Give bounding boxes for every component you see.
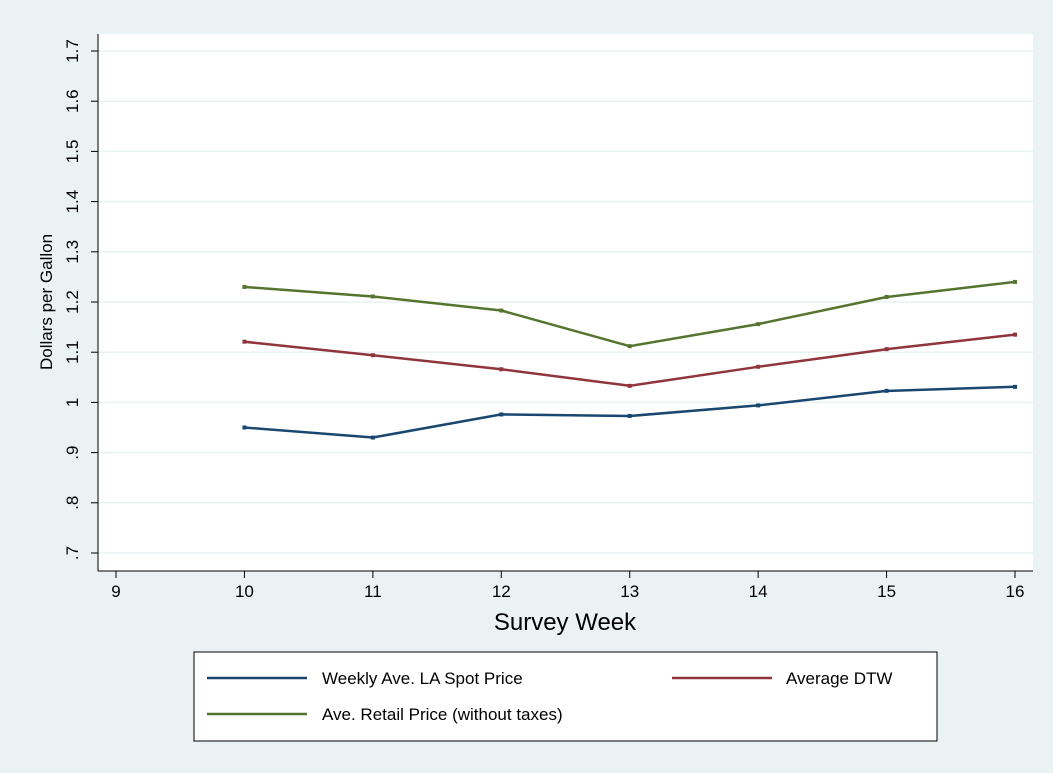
x-tick-label-7: 16 [1006, 582, 1025, 601]
axes: .7 .8 .9 1 1.1 1.2 1.3 1.4 1.5 1.6 1.7 9 10 11 12 13 14 1… [63, 34, 1033, 601]
data-point-1-1 [370, 353, 375, 358]
data-point-0-3 [627, 413, 632, 418]
x-tick-label-2: 11 [364, 582, 382, 601]
y-tick-label-5: 1.2 [63, 290, 82, 314]
x-tick-label-6: 15 [877, 582, 896, 601]
data-point-2-5 [884, 294, 889, 299]
data-point-1-6 [1013, 332, 1017, 337]
x-tick-label-4: 13 [620, 582, 639, 601]
legend-label-weekly-ave-la-spot-price: Weekly Ave. LA Spot Price [322, 669, 523, 688]
data-point-1-3 [627, 383, 632, 388]
data-point-1-4 [756, 364, 761, 369]
legend-box [193, 651, 938, 742]
y-tick-label-4: 1.1 [63, 340, 82, 364]
x-tick-label-0: 9 [111, 582, 120, 601]
y-tick-label-3: 1 [63, 398, 82, 407]
data-point-1-5 [884, 347, 889, 352]
y-tick-label-7: 1.4 [63, 190, 82, 214]
data-point-2-0 [242, 284, 247, 289]
legend-label-average-dtw: Average DTW [786, 669, 892, 688]
y-tick-label-1: .8 [63, 496, 82, 510]
legend: Weekly Ave. LA Spot Price Average DTW Av… [193, 651, 938, 742]
data-point-0-1 [370, 435, 375, 440]
data-point-2-3 [627, 344, 632, 349]
y-tick-label-9: 1.6 [63, 89, 82, 113]
x-tick-label-3: 12 [492, 582, 511, 601]
data-point-1-0 [242, 339, 247, 344]
y-axis-title: Dollars per Gallon [37, 234, 56, 370]
x-axis-title: Survey Week [494, 609, 637, 636]
grid-lines [98, 50, 1033, 554]
data-point-0-2 [499, 412, 504, 417]
data-point-2-4 [756, 322, 761, 327]
x-tick-label-1: 10 [235, 582, 254, 601]
x-tick-label-5: 14 [749, 582, 768, 601]
y-tick-label-10: 1.7 [63, 39, 82, 63]
legend-label-ave-retail-price: Ave. Retail Price (without taxes) [322, 705, 563, 724]
y-tick-label-0: .7 [63, 546, 82, 560]
y-tick-label-2: .9 [63, 446, 82, 460]
data-point-0-6 [1013, 384, 1017, 389]
data-point-1-2 [499, 367, 504, 372]
data-point-0-5 [884, 388, 889, 393]
y-tick-label-8: 1.5 [63, 140, 82, 164]
data-point-0-4 [756, 403, 761, 408]
data-point-2-1 [370, 294, 375, 299]
series-layer [242, 279, 1017, 440]
data-point-2-2 [499, 308, 504, 313]
data-point-0-0 [242, 425, 247, 430]
data-point-2-6 [1013, 279, 1017, 284]
y-tick-label-6: 1.3 [63, 240, 82, 264]
